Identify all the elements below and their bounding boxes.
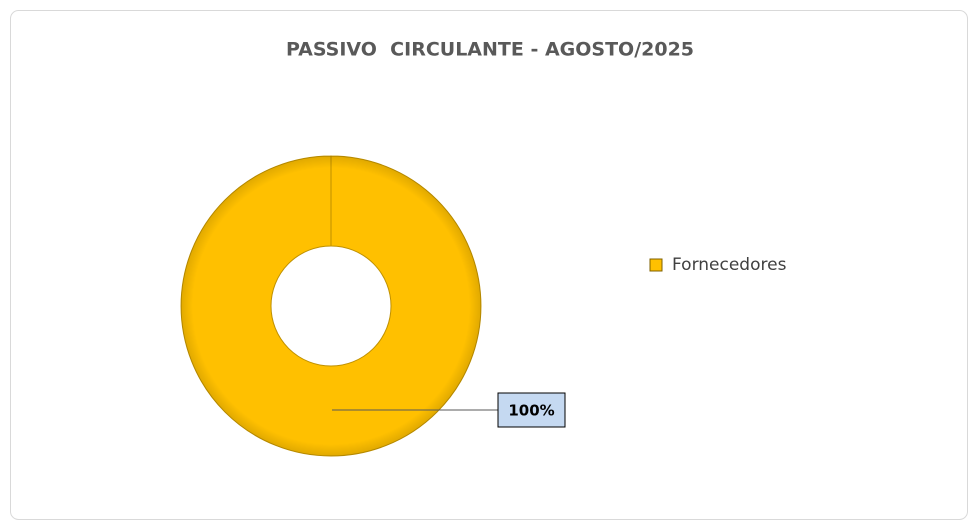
chart-title: PASSIVO CIRCULANTE - AGOSTO/2025 — [286, 39, 694, 61]
data-label: 100% — [508, 402, 554, 420]
legend-label: Fornecedores — [672, 255, 787, 275]
data-label-box — [497, 392, 566, 428]
chart-border — [10, 10, 968, 520]
legend-swatch — [649, 258, 663, 272]
